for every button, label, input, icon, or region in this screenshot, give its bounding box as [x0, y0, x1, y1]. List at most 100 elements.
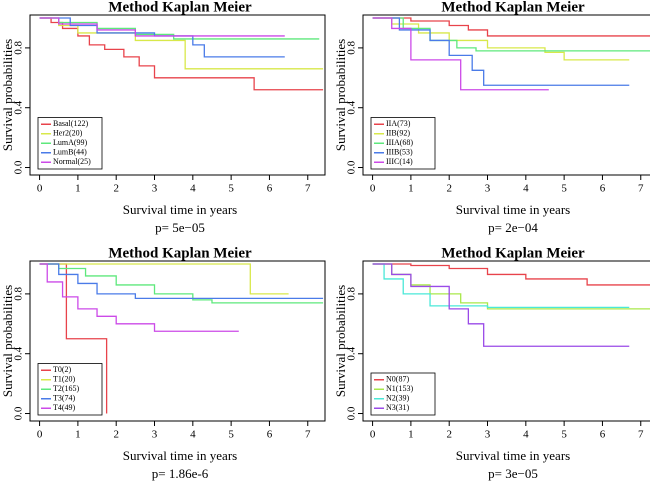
x-tick-label: 5 [561, 429, 567, 441]
p-value: p= 2e−04 [488, 220, 538, 235]
survival-curve [39, 263, 239, 332]
y-axis-label: Survival probabilities [0, 285, 15, 397]
plot-frame [29, 14, 326, 176]
x-tick-label: 0 [37, 429, 43, 441]
x-tick-label: 1 [408, 183, 414, 195]
chart-title: Method Kaplan Meier [108, 245, 252, 261]
legend-label: IIB(92) [386, 129, 410, 138]
x-tick-label: 4 [190, 429, 196, 441]
y-tick-label: 0.4 [346, 346, 358, 360]
survival-curve [39, 263, 324, 304]
y-tick-label: 0.4 [13, 100, 25, 114]
x-tick-label: 3 [485, 183, 491, 195]
x-axis-label: Survival time in years [456, 448, 570, 463]
y-tick-label: 0.0 [13, 406, 25, 420]
legend-label: T1(20) [53, 375, 76, 384]
survival-curve [372, 263, 630, 309]
survival-curve [372, 263, 630, 347]
y-tick-label: 0.0 [346, 160, 358, 174]
subplot: Method Kaplan Meier Survival time in year… [333, 0, 650, 235]
x-tick-label: 0 [370, 429, 376, 441]
y-tick-label: 0.8 [346, 41, 358, 55]
p-value: p= 3e−05 [488, 466, 538, 481]
x-tick-label: 6 [600, 183, 606, 195]
y-axis-label: Survival probabilities [333, 285, 348, 397]
y-axis-label: Survival probabilities [333, 39, 348, 151]
survival-curve [39, 263, 324, 300]
survival-curve [372, 17, 549, 91]
legend-label: N2(39) [386, 394, 409, 403]
subplot: Method Kaplan Meier Survival time in year… [0, 245, 326, 481]
survival-curve [372, 17, 650, 52]
x-tick-label: 2 [446, 429, 452, 441]
y-tick-label: 0.0 [13, 160, 25, 174]
x-axis-label: Survival time in years [456, 202, 570, 217]
legend-label: Normal(25) [53, 157, 91, 166]
p-value: p= 5e−05 [155, 220, 205, 235]
y-axis-label: Survival probabilities [0, 39, 15, 151]
legend-label: Basal(122) [53, 119, 88, 128]
x-tick-label: 4 [523, 183, 529, 195]
x-tick-label: 6 [267, 429, 273, 441]
x-tick-label: 5 [228, 183, 234, 195]
x-tick-label: 1 [408, 429, 414, 441]
x-tick-label: 0 [37, 183, 43, 195]
y-tick-label: 0.0 [346, 406, 358, 420]
legend-label: T4(49) [53, 403, 76, 412]
x-tick-label: 2 [113, 429, 119, 441]
x-axis-label: Survival time in years [123, 448, 237, 463]
x-tick-label: 4 [523, 429, 529, 441]
x-tick-label: 3 [152, 429, 158, 441]
x-tick-label: 7 [638, 183, 644, 195]
legend-label: N1(153) [386, 384, 413, 393]
plot-frame [29, 260, 326, 422]
legend-label: T2(165) [53, 384, 80, 393]
survival-curve [39, 263, 289, 295]
legend-label: IIIA(68) [386, 138, 413, 147]
x-tick-label: 2 [446, 183, 452, 195]
survival-curve [372, 17, 650, 37]
subplot: Method Kaplan Meier Survival time in year… [333, 245, 650, 481]
legend-box [370, 117, 436, 170]
y-tick-label: 0.8 [13, 287, 25, 301]
legend-label: N3(31) [386, 403, 409, 412]
legend-label: Her2(20) [53, 129, 83, 138]
y-tick-label: 0.4 [13, 346, 25, 360]
legend-label: T0(2) [53, 365, 72, 374]
x-tick-label: 3 [485, 429, 491, 441]
x-tick-label: 7 [305, 183, 311, 195]
legend-label: N0(87) [386, 375, 409, 384]
legend-label: LumB(44) [53, 148, 87, 157]
x-axis-label: Survival time in years [123, 202, 237, 217]
legend-label: T3(74) [53, 394, 76, 403]
x-tick-label: 1 [75, 429, 81, 441]
x-tick-label: 5 [561, 183, 567, 195]
survival-curve [39, 17, 285, 37]
x-tick-label: 2 [113, 183, 119, 195]
x-tick-label: 7 [305, 429, 311, 441]
x-tick-label: 6 [267, 183, 273, 195]
survival-curve [372, 263, 650, 286]
y-tick-label: 0.8 [13, 41, 25, 55]
chart-title: Method Kaplan Meier [108, 0, 252, 15]
x-tick-label: 4 [190, 183, 196, 195]
x-tick-label: 6 [600, 429, 606, 441]
x-tick-label: 0 [370, 183, 376, 195]
y-tick-label: 0.8 [346, 287, 358, 301]
x-tick-label: 7 [638, 429, 644, 441]
survival-curve [372, 17, 630, 61]
y-tick-label: 0.4 [346, 100, 358, 114]
x-tick-label: 5 [228, 429, 234, 441]
chart-title: Method Kaplan Meier [441, 245, 585, 261]
plot-frame [362, 14, 650, 176]
chart-title: Method Kaplan Meier [441, 0, 585, 15]
legend-label: IIA(73) [386, 119, 411, 128]
legend-label: LumA(99) [53, 138, 88, 147]
x-tick-label: 3 [152, 183, 158, 195]
legend-label: IIIB(53) [386, 148, 413, 157]
subplot: Method Kaplan Meier Survival time in year… [0, 0, 326, 235]
plot-frame [362, 260, 650, 422]
survival-curve [39, 17, 324, 91]
p-value: p= 1.86e-6 [152, 466, 209, 481]
